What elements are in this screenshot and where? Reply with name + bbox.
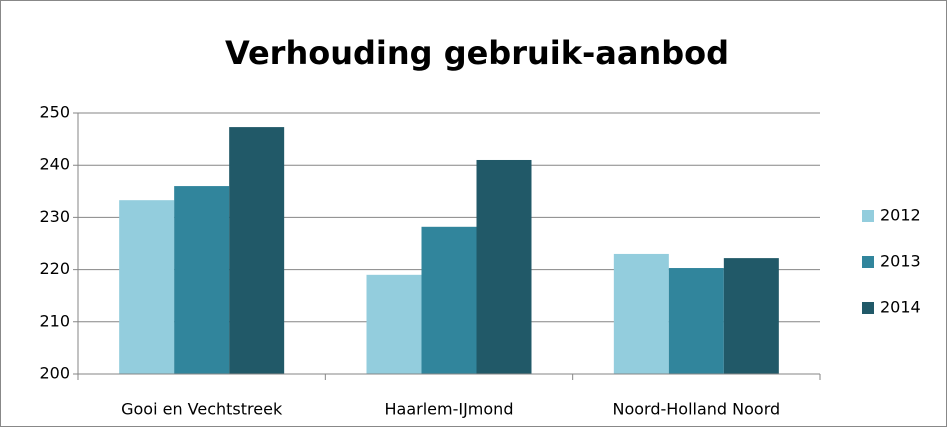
bar xyxy=(174,186,230,374)
bar xyxy=(613,253,669,374)
legend-swatch xyxy=(862,210,874,222)
bar xyxy=(668,268,724,374)
bar xyxy=(421,226,477,374)
x-tick-label: Gooi en Vechtstreek xyxy=(121,400,283,419)
y-tick-label: 200 xyxy=(39,364,70,383)
x-tick-label: Haarlem-IJmond xyxy=(385,400,514,419)
legend-swatch xyxy=(862,302,874,314)
y-tick-label: 230 xyxy=(39,207,70,226)
y-tick-label: 220 xyxy=(39,259,70,278)
legend-label: 2014 xyxy=(880,298,921,317)
x-tick-label: Noord-Holland Noord xyxy=(612,400,780,419)
legend-swatch xyxy=(862,256,874,268)
bar xyxy=(119,200,175,374)
bar xyxy=(723,258,779,374)
y-tick-label: 240 xyxy=(39,155,70,174)
legend-label: 2013 xyxy=(880,252,921,271)
y-tick-label: 250 xyxy=(39,103,70,122)
chart-title: Verhouding gebruik-aanbod xyxy=(225,34,729,72)
bar xyxy=(476,159,532,374)
legend-label: 2012 xyxy=(880,206,921,225)
bar xyxy=(229,127,285,375)
bar xyxy=(366,274,422,374)
y-tick-label: 210 xyxy=(39,311,70,330)
